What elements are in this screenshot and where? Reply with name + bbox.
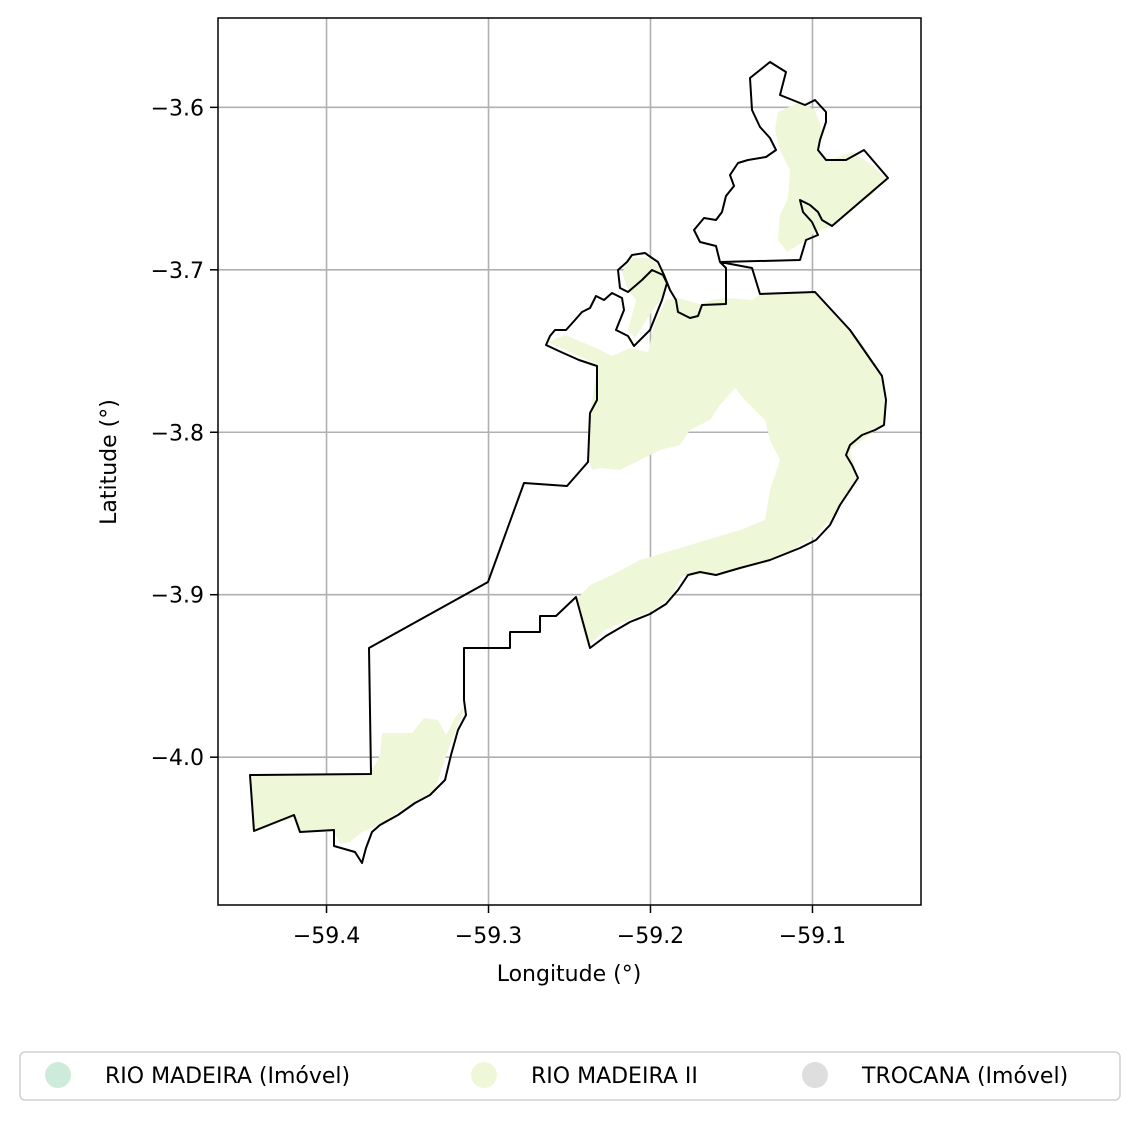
- property-boundary: [249, 61, 889, 864]
- property-boundary-main: [249, 61, 889, 864]
- x-tick-label: −59.1: [779, 924, 846, 949]
- rio-madeira-ii-area: [252, 102, 886, 844]
- y-tick-label: −4.0: [151, 746, 204, 771]
- legend-marker: [802, 1062, 828, 1088]
- plot-frame: [217, 17, 922, 906]
- x-tick-label: −59.3: [455, 924, 522, 949]
- y-tick-label: −3.7: [151, 259, 204, 284]
- legend-label: RIO MADEIRA (Imóvel): [105, 1064, 350, 1089]
- y-tick-label: −3.9: [151, 584, 204, 609]
- legend: RIO MADEIRA (Imóvel) RIO MADEIRA II TROCAN…: [19, 1051, 1121, 1101]
- y-tick-label: −3.8: [151, 421, 204, 446]
- legend-label: RIO MADEIRA II: [531, 1064, 698, 1089]
- legend-items: RIO MADEIRA (Imóvel) RIO MADEIRA II TROCAN…: [45, 1062, 1068, 1089]
- x-tick-label: −59.2: [617, 924, 684, 949]
- legend-marker: [45, 1062, 71, 1088]
- legend-label: TROCANA (Imóvel): [861, 1064, 1068, 1089]
- fill-region-small-north: [622, 258, 668, 338]
- y-tick-label: −3.6: [151, 96, 204, 121]
- x-axis-ticks: −59.4 −59.3 −59.2 −59.1: [293, 905, 846, 949]
- legend-marker: [471, 1062, 497, 1088]
- x-axis-label: Longitude (°): [497, 962, 642, 987]
- fill-region-main: [548, 293, 886, 646]
- x-tick-label: −59.4: [293, 924, 360, 949]
- fill-region-north: [775, 102, 886, 252]
- y-axis-label: Latitude (°): [97, 399, 122, 525]
- y-axis-ticks: −3.6 −3.7 −3.8 −3.9 −4.0: [151, 96, 218, 771]
- legend-box: [19, 1051, 1121, 1101]
